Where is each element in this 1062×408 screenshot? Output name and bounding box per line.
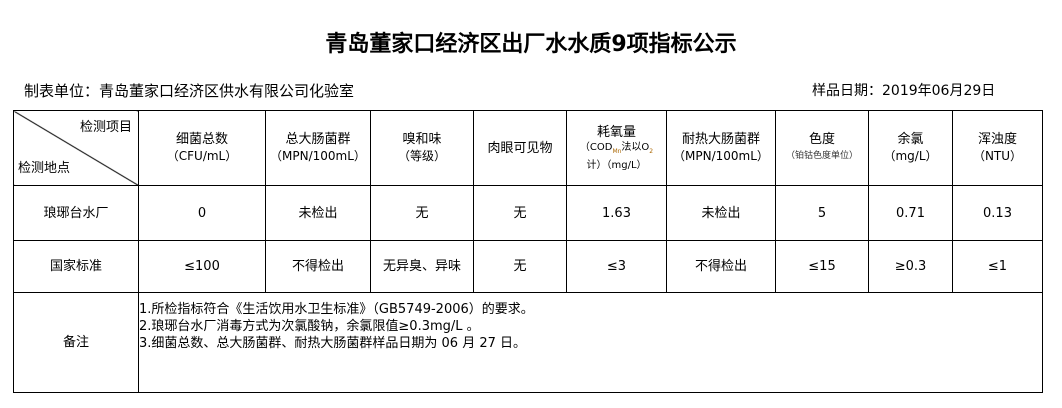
value-cell: ≤15 — [775, 240, 869, 293]
sample-date: 样品日期：2019年06月29日 — [812, 83, 996, 99]
value-cell: 无 — [473, 240, 567, 293]
prepared-by: 制表单位：青岛董家口经济区供水有限公司化验室 — [24, 82, 355, 100]
col-unit: （CODMn法以O2 计）（mg/L） — [567, 141, 666, 173]
col-header: 肉眼可见物 — [473, 110, 567, 186]
col-header: 耐热大肠菌群 （MPN/100mL） — [666, 110, 776, 186]
value-cell: 0.71 — [868, 185, 953, 241]
col-name: 余氯 — [897, 132, 924, 147]
value-cell: 1.63 — [566, 185, 667, 241]
unit-part: （COD — [579, 141, 613, 153]
notes-content: 1.所检指标符合《生活饮用水卫生标准》（GB5749-2006）的要求。 2.琅… — [138, 292, 1043, 393]
col-unit: （铂钴色度单位） — [785, 151, 858, 161]
site-cell: 琅琊台水厂 — [13, 185, 139, 241]
value-cell: 无异臭、异味 — [370, 240, 474, 293]
col-unit: （CFU/mL） — [166, 149, 238, 163]
col-unit: （MPN/100mL） — [673, 149, 769, 163]
note-line: 1.所检指标符合《生活饮用水卫生标准》（GB5749-2006）的要求。 — [139, 302, 534, 317]
value-cell: ≤100 — [138, 240, 266, 293]
col-name: 耐热大肠菌群 — [681, 132, 760, 147]
unit-part: 计）（mg/L） — [586, 159, 647, 171]
note-line: 3.细菌总数、总大肠菌群、耐热大肠菌群样品日期为 06 月 27 日。 — [139, 336, 527, 351]
value-cell: ≤1 — [952, 240, 1043, 293]
unit-sub: Mn — [612, 147, 622, 155]
value-cell: 未检出 — [265, 185, 371, 241]
col-header: 细菌总数 （CFU/mL） — [138, 110, 266, 186]
corner-bottom-label: 检测地点 — [18, 161, 71, 176]
table-row: 国家标准 ≤100 不得检出 无异臭、异味 无 ≤3 不得检出 ≤15 ≥0.3… — [13, 240, 1043, 293]
col-header: 耗氧量 （CODMn法以O2 计）（mg/L） — [566, 110, 667, 186]
value-cell: ≥0.3 — [868, 240, 953, 293]
value-cell: ≤3 — [566, 240, 667, 293]
value-cell: 无 — [370, 185, 474, 241]
water-quality-table: 检测项目检测地点 细菌总数 （CFU/mL） 总大肠菌群 （MPN/100mL） 嗅… — [13, 110, 1043, 393]
value-cell: 无 — [473, 185, 567, 241]
col-name: 耗氧量 — [596, 124, 636, 140]
col-header: 余氯 （mg/L） — [868, 110, 953, 186]
site-cell: 国家标准 — [13, 240, 139, 293]
col-unit: （等级） — [397, 149, 446, 163]
page-title: 青岛董家口经济区出厂水水质9项指标公示 — [325, 32, 737, 57]
corner-cell: 检测项目检测地点 — [13, 110, 139, 186]
col-name: 嗅和味 — [402, 132, 442, 147]
note-line: 2.琅琊台水厂消毒方式为次氯酸钠，余氯限值≥0.3mg/L 。 — [139, 319, 480, 334]
value-cell: 0.13 — [952, 185, 1043, 241]
unit-sub: 2 — [649, 147, 654, 155]
col-unit: （MPN/100mL） — [270, 149, 366, 163]
value-cell: 0 — [138, 185, 266, 241]
col-name: 总大肠菌群 — [285, 132, 351, 147]
col-name: 色度 — [808, 132, 835, 147]
header-row: 检测项目检测地点 细菌总数 （CFU/mL） 总大肠菌群 （MPN/100mL） 嗅… — [13, 110, 1043, 186]
value-cell: 5 — [775, 185, 869, 241]
col-name: 肉眼可见物 — [487, 140, 553, 156]
notes-row: 备注 1.所检指标符合《生活饮用水卫生标准》（GB5749-2006）的要求。 … — [13, 292, 1043, 393]
unit-part: 法以O — [621, 141, 650, 153]
col-unit: （mg/L） — [883, 149, 938, 163]
notes-label: 备注 — [13, 292, 139, 393]
col-header: 色度 （铂钴色度单位） — [775, 110, 869, 186]
col-unit: （NTU） — [972, 149, 1023, 163]
table-row: 琅琊台水厂 0 未检出 无 无 1.63 未检出 5 0.71 0.13 — [13, 185, 1043, 241]
value-cell: 不得检出 — [666, 240, 776, 293]
col-header: 嗅和味 （等级） — [370, 110, 474, 186]
value-cell: 未检出 — [666, 185, 776, 241]
col-name: 浑浊度 — [977, 132, 1017, 147]
col-header: 浑浊度 （NTU） — [952, 110, 1043, 186]
corner-top-label: 检测项目 — [79, 120, 132, 135]
col-header: 总大肠菌群 （MPN/100mL） — [265, 110, 371, 186]
col-name: 细菌总数 — [175, 132, 228, 147]
value-cell: 不得检出 — [265, 240, 371, 293]
